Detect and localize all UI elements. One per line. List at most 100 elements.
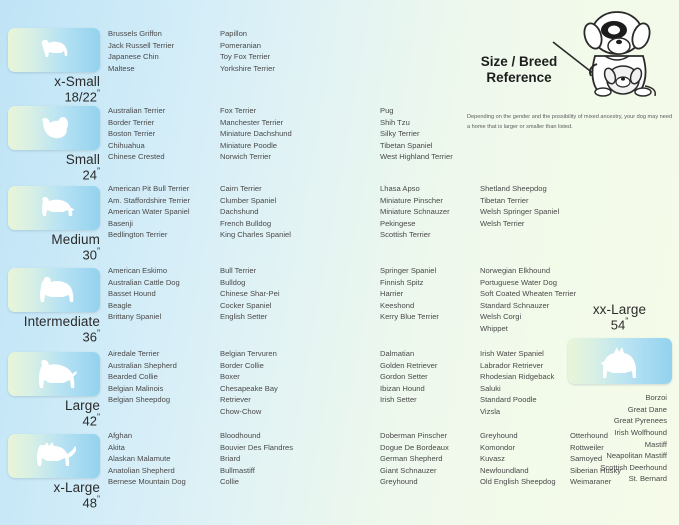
size-height: 24” bbox=[82, 166, 100, 183]
retriever-silhouette bbox=[38, 360, 77, 388]
breed-name: Weimaraner bbox=[570, 477, 612, 487]
breed-name: Border Collie bbox=[220, 360, 264, 370]
breed-name: Manchester Terrier bbox=[220, 117, 284, 127]
breed-name: Brittany Spaniel bbox=[108, 312, 162, 322]
size-height: 42” bbox=[82, 412, 100, 429]
breed-name: Belgian Malinois bbox=[108, 383, 164, 393]
breed-name: Brussels Griffon bbox=[108, 29, 162, 38]
breed-name: Springer Spaniel bbox=[380, 266, 437, 275]
breed-name: Tibetan Terrier bbox=[480, 195, 529, 205]
breed-name: Welsh Corgi bbox=[480, 312, 522, 322]
size-block-xx-large: xx-Large 54” Borzoi Great Dane Great Pyren… bbox=[560, 300, 679, 485]
breed-name: Cocker Spaniel bbox=[220, 300, 272, 310]
breed-name: Chinese Crested bbox=[108, 152, 165, 162]
breed-name: Whippet bbox=[480, 323, 508, 333]
size-block-x-large: x-Large 48” bbox=[0, 434, 108, 510]
breed-name: Harrier bbox=[380, 289, 404, 299]
size-icon-panel-x-small bbox=[8, 28, 100, 72]
breed-name: Welsh Terrier bbox=[480, 218, 525, 228]
small-fluffy-dog-silhouette bbox=[41, 39, 68, 57]
header: Size / Breed Reference bbox=[456, 8, 671, 108]
breed-name: Portuguese Water Dog bbox=[480, 277, 557, 287]
breed-name: Belgian Sheepdog bbox=[108, 395, 171, 405]
breed-name: Samoyed bbox=[570, 454, 603, 464]
size-icon-panel-small bbox=[8, 106, 100, 150]
breed-name: Ibizan Hound bbox=[380, 383, 425, 393]
breed-name: Border Terrier bbox=[108, 117, 155, 127]
breed-name: Miniature Dachshund bbox=[220, 129, 292, 139]
breed-name: Anatolian Shepherd bbox=[108, 465, 175, 475]
breed-row-x-large: Afghan Akita Alaskan Malamute Anatolian She… bbox=[108, 430, 679, 502]
breed-column: Springer Spaniel Finnish Spitz Harrier Kees… bbox=[380, 265, 439, 323]
breed-name: Boxer bbox=[220, 372, 240, 382]
breed-name: Chow-Chow bbox=[220, 406, 262, 416]
breed-name: Borzoi bbox=[645, 393, 667, 403]
breed-name: Pug bbox=[380, 106, 394, 115]
breed-name: Chesapeake Bay bbox=[220, 383, 278, 393]
breed-name: St. Bernard bbox=[628, 474, 667, 484]
terrier-silhouette bbox=[42, 197, 74, 216]
breed-row-x-small: Brussels Griffon Jack Russell Terrier Japa… bbox=[108, 28, 679, 100]
breed-column: Greyhound Komondor Kuvasz Newfoundland Old E… bbox=[480, 430, 556, 488]
breed-name: American Water Spaniel bbox=[108, 207, 190, 217]
breed-column: Bull Terrier Bulldog Chinese Shar-Pei Cocke… bbox=[220, 265, 280, 323]
breed-name: Scottish Deerhound bbox=[600, 462, 667, 472]
breed-name: Maltese bbox=[108, 63, 135, 73]
breed-name: Bouvier Des Flandres bbox=[220, 442, 294, 452]
breed-name: Airedale Terrier bbox=[108, 349, 160, 358]
breed-name: Boston Terrier bbox=[108, 129, 156, 139]
breed-name: French Bulldog bbox=[220, 218, 272, 228]
breed-name: Miniature Poodle bbox=[220, 140, 277, 150]
size-height: 30” bbox=[82, 246, 100, 263]
breed-name: Lhasa Apso bbox=[380, 184, 420, 193]
breed-name: Neapolitan Mastiff bbox=[606, 451, 667, 461]
breed-name: Shetland Sheepdog bbox=[480, 184, 547, 193]
breed-name: Standard Schnauzer bbox=[480, 300, 550, 310]
breed-name: Shih Tzu bbox=[380, 117, 410, 127]
size-icon-panel-medium bbox=[8, 186, 100, 230]
breed-name: Retriever bbox=[220, 395, 251, 405]
breed-name: Belgian Tervuren bbox=[220, 349, 277, 358]
size-label-intermediate: Intermediate 36” bbox=[0, 314, 108, 344]
breed-name: Bull Terrier bbox=[220, 266, 257, 275]
breed-name: Great Dane bbox=[627, 404, 667, 414]
breed-name: American Pit Bull Terrier bbox=[108, 184, 190, 193]
breed-name: Chinese Shar-Pei bbox=[220, 289, 280, 299]
breed-name: Kuvasz bbox=[480, 454, 505, 464]
husky-silhouette bbox=[36, 442, 76, 466]
breed-name: Pomeranian bbox=[220, 40, 261, 50]
breed-name: Briard bbox=[220, 454, 241, 464]
size-label-xx-large: xx-Large 54” bbox=[560, 302, 679, 332]
page-title: Size / Breed Reference bbox=[464, 54, 574, 86]
size-block-intermediate: Intermediate 36” bbox=[0, 268, 108, 344]
breed-column: Bloodhound Bouvier Des Flandres Briard Bull… bbox=[220, 430, 293, 488]
breed-name: Irish Water Spaniel bbox=[480, 349, 544, 358]
breed-name: Miniature Pinscher bbox=[380, 195, 443, 205]
breed-name: Silky Terrier bbox=[380, 129, 420, 139]
breed-name: Alaskan Malamute bbox=[108, 454, 171, 464]
breed-column: Norwegian Elkhound Portuguese Water Dog So… bbox=[480, 265, 576, 335]
breed-name: Bearded Collie bbox=[108, 372, 158, 382]
breed-column: Afghan Akita Alaskan Malamute Anatolian She… bbox=[108, 430, 186, 488]
breed-name: Rottweiler bbox=[570, 442, 604, 452]
breed-name: Yorkshire Terrier bbox=[220, 63, 275, 73]
breed-name: Mastiff bbox=[644, 439, 667, 449]
breed-name: Collie bbox=[220, 477, 239, 487]
size-icon-panel-large bbox=[8, 352, 100, 396]
breed-name: Chihuahua bbox=[108, 140, 145, 150]
size-icon-panel-intermediate bbox=[8, 268, 100, 312]
xx-large-breed-list: Borzoi Great Dane Great Pyrenees Irish Wolf… bbox=[560, 392, 679, 485]
breed-name: Giant Schnauzer bbox=[380, 465, 437, 475]
breed-name: Basset Hound bbox=[108, 289, 156, 299]
breed-name: Vizsla bbox=[480, 406, 501, 416]
breed-name: Clumber Spaniel bbox=[220, 195, 277, 205]
breed-name: Japanese Chin bbox=[108, 52, 159, 62]
breed-name: American Eskimo bbox=[108, 266, 168, 275]
great-dane-silhouette bbox=[600, 347, 636, 379]
breed-column: Cairn Terrier Clumber Spaniel Dachshund Fre… bbox=[220, 183, 291, 241]
breed-column: Lhasa Apso Miniature Pinscher Miniature Sc… bbox=[380, 183, 450, 241]
breed-name: Norwegian Elkhound bbox=[480, 266, 551, 275]
breed-name: Norwich Terrier bbox=[220, 152, 271, 162]
breed-name: Doberman Pinscher bbox=[380, 431, 448, 440]
breed-name: Kerry Blue Terrier bbox=[380, 312, 439, 322]
